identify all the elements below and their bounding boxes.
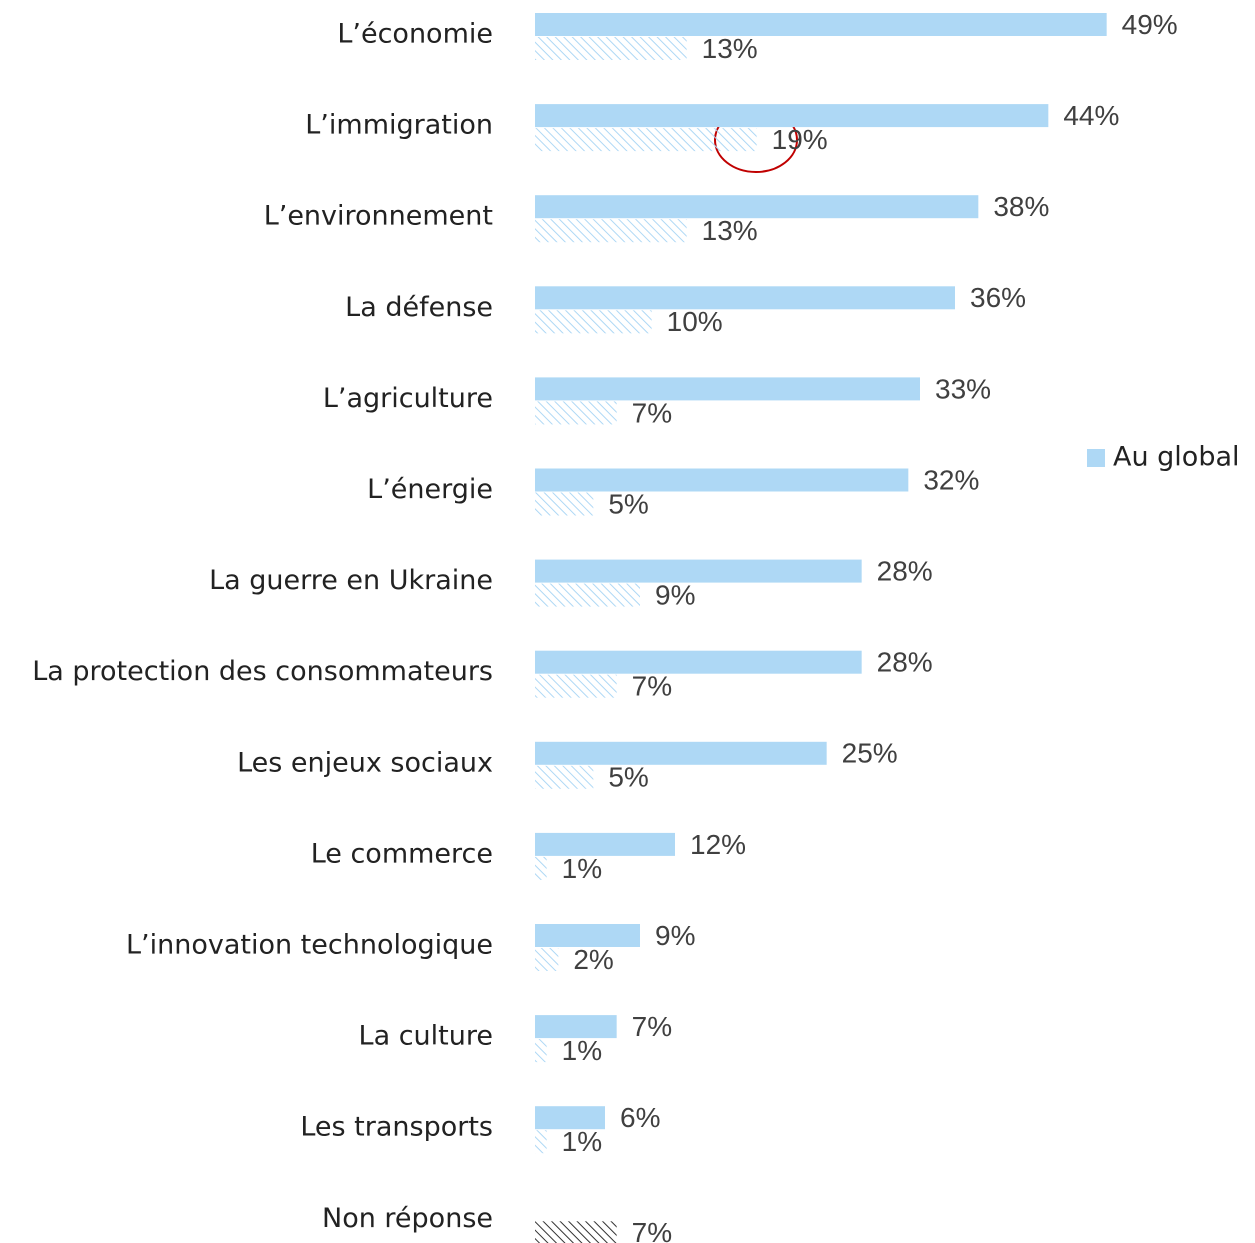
value-label: 19% — [772, 124, 828, 155]
category-label: La guerre en Ukraine — [209, 565, 493, 596]
legend-swatch — [1087, 449, 1105, 467]
value-label: 5% — [608, 762, 648, 793]
bar — [535, 468, 909, 492]
category-label: Non réponse — [322, 1203, 493, 1234]
category-label: L’environnement — [264, 201, 493, 232]
category-label: L’énergie — [367, 474, 493, 505]
category-label: L’immigration — [305, 110, 493, 141]
value-label: 1% — [562, 1126, 602, 1157]
bar — [535, 741, 827, 765]
category-label: Le commerce — [311, 838, 493, 869]
value-label: 13% — [702, 33, 758, 64]
bar — [535, 650, 862, 674]
hatched-bar — [535, 128, 757, 152]
value-label: 25% — [842, 738, 898, 769]
hatched-bar — [535, 583, 640, 607]
value-label: 9% — [655, 579, 695, 610]
category-label: La protection des consommateurs — [32, 656, 493, 687]
value-label: 12% — [690, 829, 746, 860]
value-label: 2% — [573, 944, 613, 975]
hatched-bar — [535, 856, 547, 880]
hatched-bar — [535, 37, 687, 60]
value-label: 7% — [632, 671, 672, 702]
hatched-bar — [535, 219, 687, 243]
hatched-bar — [535, 492, 594, 516]
category-label: L’agriculture — [323, 383, 493, 414]
hatched-bar — [535, 674, 617, 698]
value-label: 1% — [562, 1035, 602, 1066]
value-label: 33% — [935, 373, 991, 404]
value-label: 28% — [877, 555, 933, 586]
bar — [535, 1015, 617, 1039]
bar — [535, 195, 979, 219]
bar — [535, 832, 675, 856]
hatched-bar — [535, 401, 617, 425]
bar — [535, 104, 1049, 128]
hatched-bar — [535, 765, 594, 789]
bar — [535, 286, 955, 310]
value-label: 7% — [632, 1011, 672, 1042]
category-label: L’innovation technologique — [126, 930, 493, 961]
category-label: La défense — [345, 292, 493, 323]
hatched-bar — [535, 1221, 617, 1243]
category-label: L’économie — [337, 19, 493, 50]
value-label: 1% — [562, 853, 602, 884]
hatched-bar — [535, 1130, 547, 1154]
bar — [535, 13, 1107, 36]
category-label: Les transports — [300, 1112, 493, 1143]
value-label: 13% — [702, 215, 758, 246]
hatched-bar — [535, 1039, 547, 1063]
bar — [535, 1106, 605, 1130]
value-label: 10% — [667, 306, 723, 337]
value-label: 7% — [632, 397, 672, 428]
value-label: 9% — [655, 920, 695, 951]
hatched-bar — [535, 310, 652, 334]
value-label: 6% — [620, 1102, 660, 1133]
hatched-bar — [535, 948, 559, 971]
bar — [535, 377, 920, 401]
value-label: 38% — [993, 191, 1049, 222]
value-label: 7% — [632, 1217, 672, 1243]
value-label: 49% — [1122, 9, 1178, 40]
value-label: 32% — [923, 464, 979, 495]
legend-label: Au global — [1113, 442, 1240, 473]
value-label: 5% — [608, 488, 648, 519]
category-label: La culture — [359, 1021, 493, 1052]
value-label: 44% — [1063, 100, 1119, 131]
category-label: Les enjeux sociaux — [237, 747, 493, 778]
bar — [535, 559, 862, 583]
value-label: 28% — [877, 647, 933, 678]
bar — [535, 924, 640, 947]
value-label: 36% — [970, 282, 1026, 313]
